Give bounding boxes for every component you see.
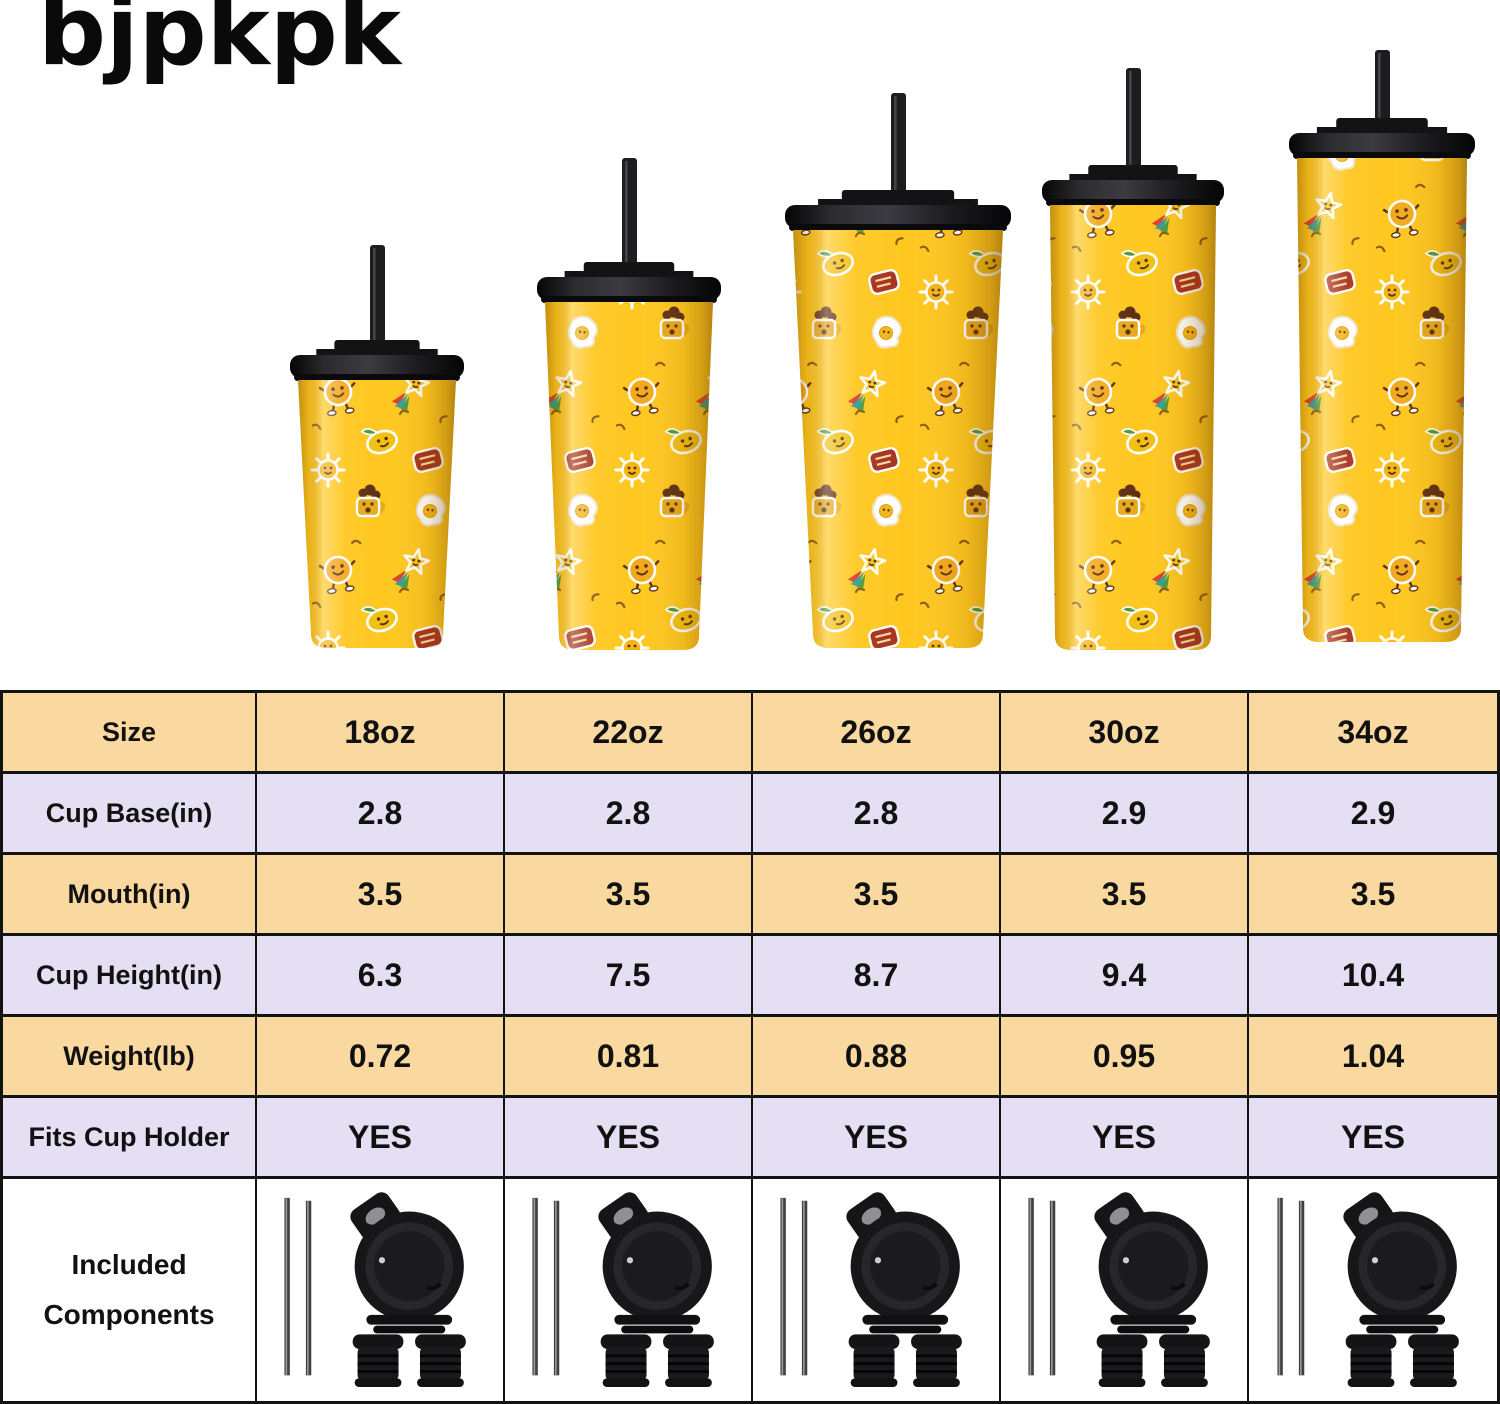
components-illustration (511, 1188, 745, 1393)
spec-cell: 0.95 (1001, 1017, 1249, 1098)
spec-cell: 8.7 (753, 936, 1001, 1017)
straw-icon (891, 93, 906, 214)
spec-cell: 3.5 (505, 855, 753, 936)
spec-cell: 26oz (753, 693, 1001, 774)
tumbler-body (1297, 158, 1467, 642)
straw-icon (622, 158, 637, 286)
tumbler-lid (537, 262, 721, 303)
included-components-image (257, 1179, 505, 1401)
spec-cell: YES (1249, 1098, 1497, 1179)
included-components-image (1001, 1179, 1249, 1401)
spec-cell: 3.5 (1001, 855, 1249, 936)
spec-row-label-weight: Weight(lb) (3, 1017, 257, 1098)
spec-row-label-cup-height: Cup Height(in) (3, 936, 257, 1017)
spec-cell: 0.88 (753, 1017, 1001, 1098)
components-illustration (759, 1188, 993, 1393)
straw-icon (1126, 68, 1141, 189)
tumbler-34oz (1289, 50, 1475, 642)
brand-logo: bjpkpk (38, 0, 401, 87)
spec-cell: 30oz (1001, 693, 1249, 774)
spec-cell: YES (1001, 1098, 1249, 1179)
straw-icon (370, 245, 385, 364)
spec-cell: 2.8 (505, 774, 753, 855)
spec-row-label-included-components: Included Components (3, 1179, 257, 1401)
included-components-image (1249, 1179, 1497, 1401)
spec-cell: 3.5 (257, 855, 505, 936)
spec-cell: 0.72 (257, 1017, 505, 1098)
spec-row-label-size: Size (3, 693, 257, 774)
spec-cell: 18oz (257, 693, 505, 774)
tumbler-26oz (785, 93, 1011, 648)
spec-row-label-mouth: Mouth(in) (3, 855, 257, 936)
spec-row-label-fits-cup-holder: Fits Cup Holder (3, 1098, 257, 1179)
included-components-image (753, 1179, 1001, 1401)
spec-cell: 10.4 (1249, 936, 1497, 1017)
spec-cell: 2.9 (1001, 774, 1249, 855)
spec-cell: 3.5 (1249, 855, 1497, 936)
spec-cell: 6.3 (257, 936, 505, 1017)
components-illustration (1007, 1188, 1241, 1393)
spec-cell: YES (753, 1098, 1001, 1179)
components-illustration (1256, 1188, 1490, 1393)
components-illustration (263, 1188, 497, 1393)
tumbler-body (1050, 205, 1216, 650)
tumbler-30oz (1042, 68, 1224, 650)
spec-cell: 0.81 (505, 1017, 753, 1098)
spec-cell: 9.4 (1001, 936, 1249, 1017)
tumbler-lid (1289, 118, 1475, 159)
tumbler-lid (785, 190, 1011, 231)
tumbler-body (793, 230, 1003, 648)
spec-cell: 3.5 (753, 855, 1001, 936)
tumbler-body (298, 380, 456, 648)
spec-cell: 22oz (505, 693, 753, 774)
tumbler-lid (1042, 165, 1224, 206)
tumbler-body (545, 302, 713, 650)
spec-table: Size 18oz 22oz 26oz 30oz 34oz Cup Base(i… (0, 690, 1500, 1404)
spec-cell: YES (505, 1098, 753, 1179)
spec-cell: 34oz (1249, 693, 1497, 774)
tumbler-lineup-image (290, 50, 1475, 650)
tumbler-18oz (290, 245, 464, 648)
spec-cell: YES (257, 1098, 505, 1179)
spec-row-label-cup-base: Cup Base(in) (3, 774, 257, 855)
spec-cell: 7.5 (505, 936, 753, 1017)
spec-cell: 2.9 (1249, 774, 1497, 855)
spec-cell: 2.8 (257, 774, 505, 855)
tumbler-22oz (537, 158, 721, 650)
spec-cell: 2.8 (753, 774, 1001, 855)
tumbler-lid (290, 340, 464, 381)
included-components-image (505, 1179, 753, 1401)
spec-cell: 1.04 (1249, 1017, 1497, 1098)
